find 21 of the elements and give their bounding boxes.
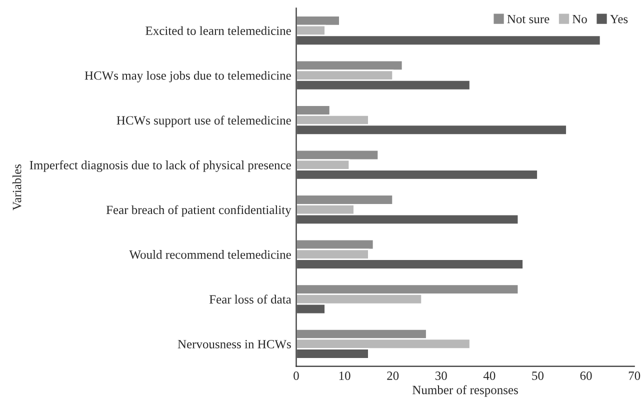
x-tick-label: 40 [483,372,496,380]
legend-label: Not sure [507,14,550,24]
x-tick-label: 60 [580,372,592,380]
x-tick-label: 20 [387,372,399,380]
y-tick-label: HCWs may lose jobs due to telemedicine [84,70,291,82]
legend-label: No [572,14,587,24]
x-tick-label: 10 [339,372,350,380]
x-tick-label: 50 [532,372,544,380]
y-tick-label: Fear breach of patient confidentiality [106,205,292,217]
x-tick-label: 30 [435,372,447,380]
y-tick-label: Fear loss of data [209,294,292,304]
legend-label: Yes [610,14,628,24]
y-tick-label: Imperfect diagnosis due to lack of physical presence [30,160,291,172]
y-tick-label: Excited to learn telemedicine [146,26,291,35]
x-axis-title: Number of responses [412,385,518,397]
x-tick-label: 0 [294,372,299,380]
y-tick-label: Nervousness in HCWs [178,340,291,348]
x-tick-label: 70 [628,372,640,380]
y-axis-title: Variables [12,164,22,210]
y-tick-label: Would recommend telemedicine [129,250,291,259]
y-tick-label: HCWs support use of telemedicine [116,116,291,128]
